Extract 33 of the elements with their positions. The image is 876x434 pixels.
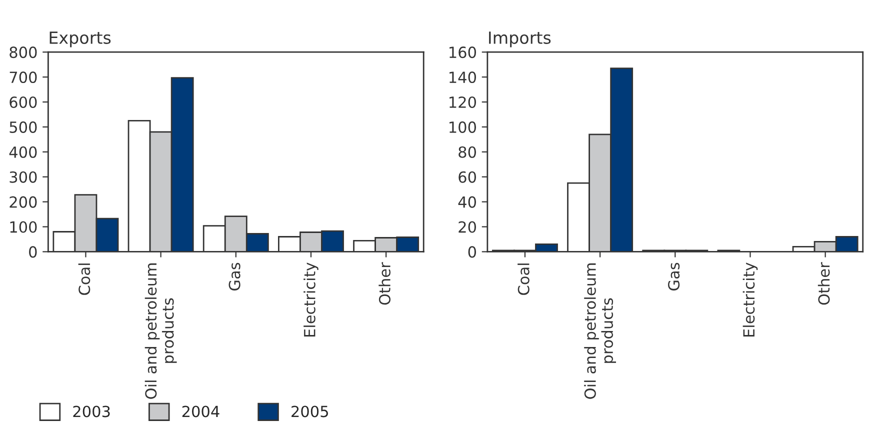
x-tick-label: Coal: [518, 264, 530, 295]
x-tick-label: Electricity: [304, 262, 318, 337]
y-tick-label: 80: [458, 146, 476, 158]
y-tick-label: 160: [450, 46, 476, 58]
y-tick-label: 800: [10, 46, 37, 58]
y-tick-label: 700: [10, 72, 37, 84]
x-tick-label: Gas: [228, 262, 240, 290]
x-tick-label: Gas: [668, 262, 680, 290]
legend-label: 2005: [292, 406, 328, 418]
y-tick-label: 0: [468, 246, 476, 258]
x-tick-label: Coal: [78, 264, 90, 295]
chart-title: Imports: [489, 32, 551, 48]
y-tick-label: 400: [9, 146, 37, 158]
y-tick-label: 140: [450, 72, 476, 84]
x-tick-label: Oil and petroleum products: [144, 263, 177, 399]
y-tick-label: 60: [458, 171, 476, 183]
y-tick-label: 0: [29, 246, 37, 258]
y-tick-label: 100: [10, 221, 37, 233]
x-tick-label: Other: [378, 262, 390, 305]
y-tick-label: 20: [458, 221, 476, 233]
y-tick-label: 40: [458, 196, 476, 208]
y-tick-label: 120: [450, 96, 476, 108]
chart-title: Exports: [50, 32, 111, 48]
x-tick-label: Oil and petroleum products: [584, 263, 616, 399]
legend-label: 2003: [73, 406, 110, 418]
x-tick-label: Electricity: [742, 262, 758, 337]
legend-label: 2004: [182, 406, 220, 418]
y-tick-label: 500: [10, 121, 37, 133]
y-tick-label: 300: [10, 171, 37, 183]
y-tick-label: 200: [10, 196, 37, 208]
y-tick-label: 600: [10, 96, 37, 108]
y-tick-label: 100: [450, 121, 476, 133]
x-tick-label: Other: [818, 262, 830, 305]
